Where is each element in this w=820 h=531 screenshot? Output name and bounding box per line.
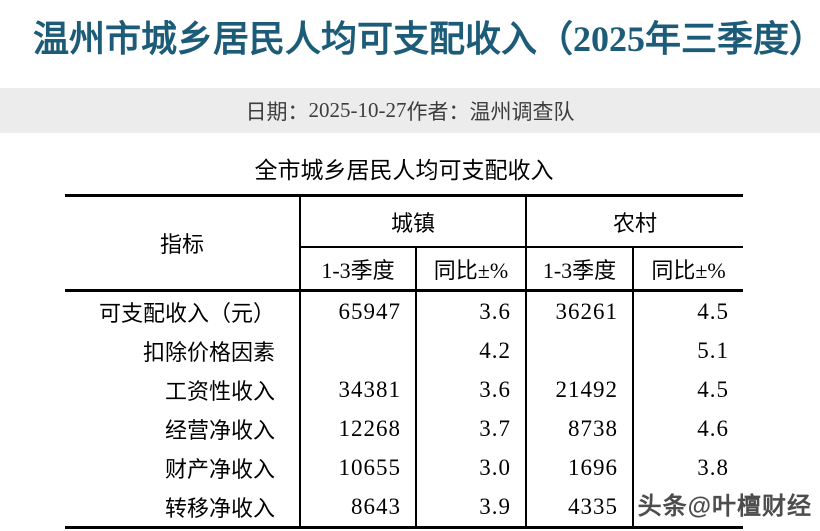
indicator-cell: 经营净收入 [164, 417, 275, 443]
indicator-cell: 财产净收入 [164, 456, 275, 482]
urban-value-cell: 12268 [299, 409, 416, 448]
indicator-cell: 转移净收入 [164, 495, 275, 521]
rural-value-cell: 1696 [525, 448, 634, 487]
rural-value-cell: 36261 [525, 290, 634, 331]
table-row: 转移净收入 8643 3.9 4335 [65, 487, 744, 528]
header-group-rural: 农村 [525, 195, 744, 248]
urban-value-cell: 34381 [299, 370, 416, 409]
toutiao-watermark: 头条@叶檀财经 [637, 493, 812, 520]
rural-yoy-cell: 5.1 [632, 331, 744, 370]
indicator-cell: 扣除价格因素 [142, 339, 275, 365]
rural-yoy-cell: 4.5 [632, 290, 744, 331]
urban-yoy-cell: 3.9 [414, 487, 527, 528]
header-group-urban: 城镇 [298, 195, 527, 248]
table-row: 扣除价格因素 4.2 5.1 [65, 331, 744, 370]
date-value: 2025-10-27 [308, 98, 407, 122]
indicator-cell: 可支配收入（元） [98, 300, 275, 326]
urban-yoy-cell: 3.7 [414, 409, 527, 448]
urban-yoy-cell: 3.6 [414, 370, 527, 409]
page-title: 温州市城乡居民人均可支配收入（2025年三季度） [33, 19, 820, 59]
table-section: 全市城乡居民人均可支配收入 指标 城镇 农村 1-3季度 同比±% 1-3季度 [65, 157, 744, 529]
urban-value-cell: 8643 [299, 487, 416, 528]
rural-value-cell: 21492 [525, 370, 634, 409]
urban-yoy-cell: 3.0 [414, 448, 527, 487]
table-row: 工资性收入 34381 3.6 21492 4.5 [65, 370, 744, 409]
rural-value-cell: 4335 [525, 487, 634, 528]
author-label: 作者： [406, 99, 470, 124]
table-caption: 全市城乡居民人均可支配收入 [254, 158, 554, 183]
table-row: 财产净收入 10655 3.0 1696 3.8 [65, 448, 744, 487]
header-indicator: 指标 [65, 195, 300, 292]
rural-yoy-cell: 4.6 [632, 409, 744, 448]
author-value: 温州调查队 [469, 99, 575, 124]
urban-value-cell [299, 331, 416, 370]
urban-yoy-cell: 3.6 [414, 290, 527, 331]
header-group-row: 指标 城镇 农村 [65, 195, 744, 292]
table-row: 可支配收入（元） 65947 3.6 36261 4.5 [65, 290, 744, 331]
header-rural-yoy: 同比±% [632, 247, 744, 292]
rural-value-cell [525, 331, 634, 370]
rural-value-cell: 8738 [525, 409, 634, 448]
indicator-cell: 工资性收入 [164, 378, 275, 404]
urban-value-cell: 10655 [299, 448, 416, 487]
header-urban-quarter: 1-3季度 [299, 247, 416, 292]
header-sub-row: 1-3季度 同比±% 1-3季度 同比±% [65, 247, 744, 292]
rural-yoy-cell: 4.5 [632, 370, 744, 409]
urban-value-cell: 65947 [299, 290, 416, 331]
header-urban-yoy: 同比±% [414, 247, 527, 292]
income-table: 指标 城镇 农村 1-3季度 同比±% 1-3季度 同比±% 可支配收入（元） … [65, 194, 744, 529]
rural-yoy-cell: 3.8 [632, 448, 744, 487]
table-row: 经营净收入 12268 3.7 8738 4.6 [65, 409, 744, 448]
urban-yoy-cell: 4.2 [414, 331, 527, 370]
header-rural-quarter: 1-3季度 [525, 247, 634, 292]
date-label: 日期： [245, 99, 309, 124]
meta-bar: 日期： 2025-10-27 作者： 温州调查队 [0, 88, 820, 133]
rural-yoy-cell [632, 487, 744, 528]
